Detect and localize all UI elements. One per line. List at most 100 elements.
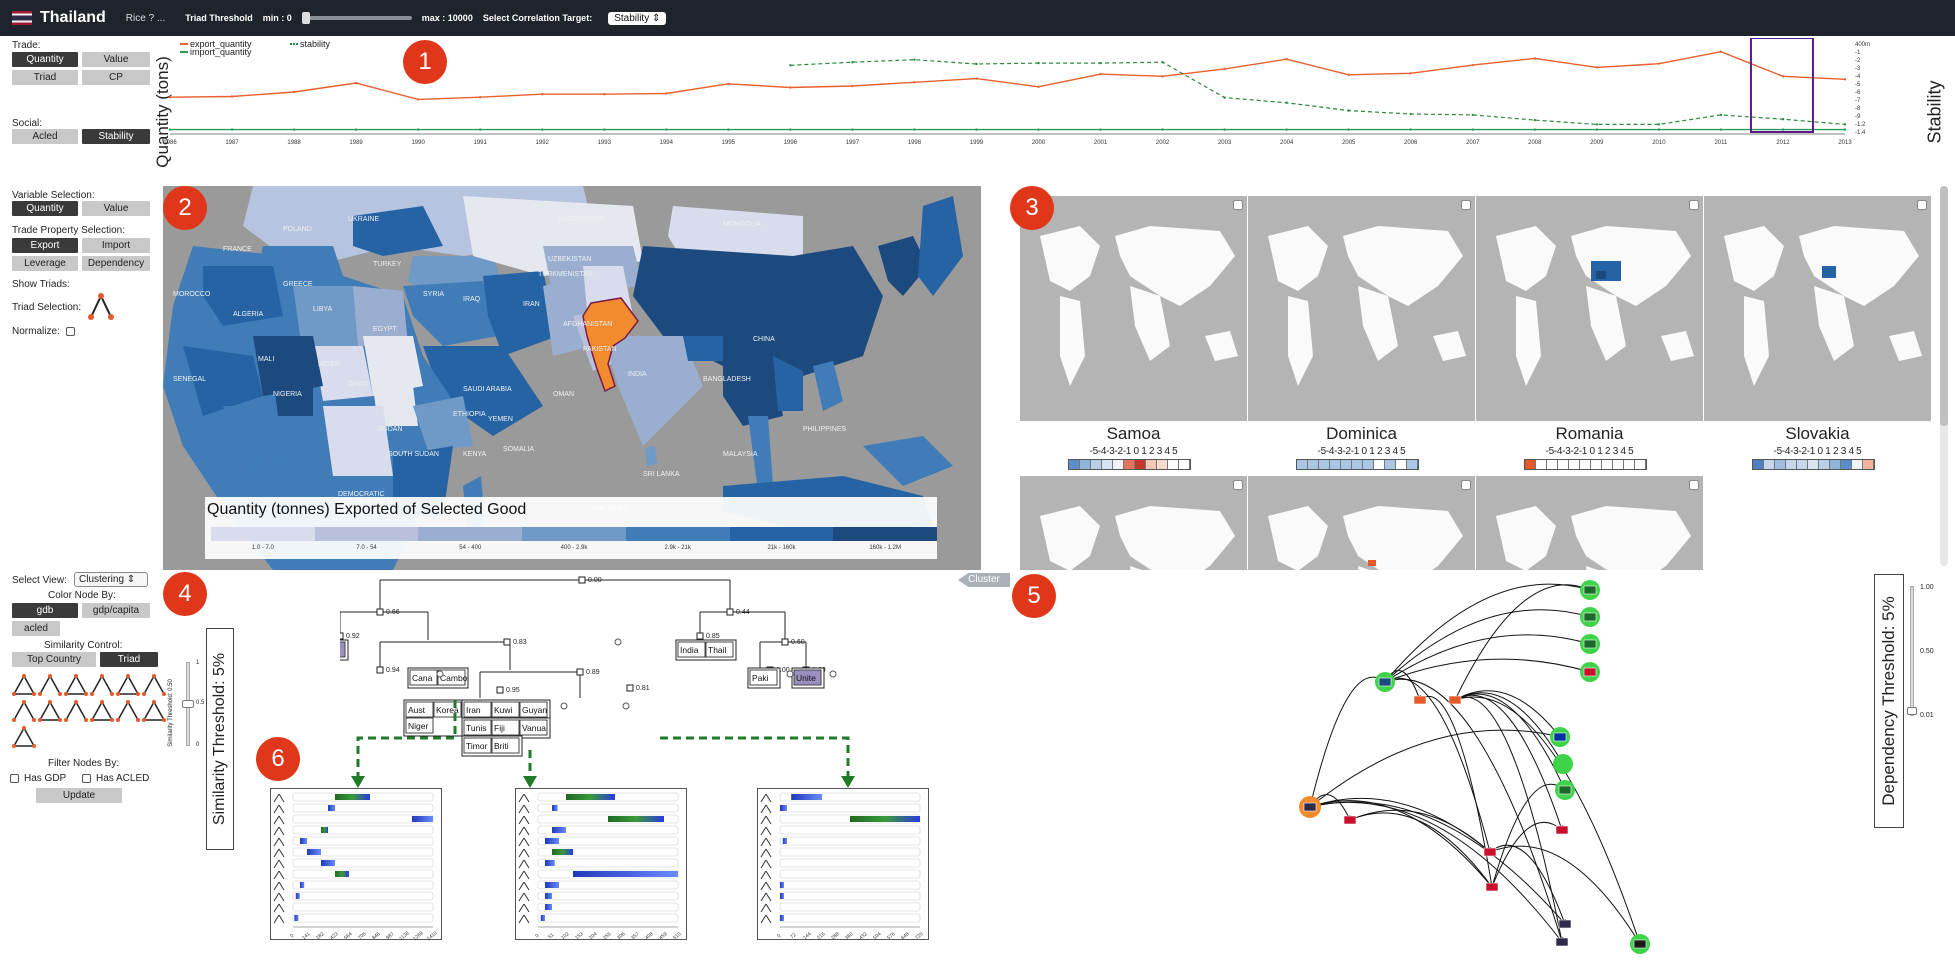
timeline-chart[interactable]: 10M9.0M8.0M7.0M6.0M5.0M4.0M3.0M2.0M1.0M0… <box>160 38 1915 178</box>
dendro-leaf-label: Cana <box>412 673 433 683</box>
update-button[interactable]: Update <box>36 788 122 803</box>
heatmap-tick-label: 204 <box>588 931 598 941</box>
data-point-import_quantity <box>354 128 358 131</box>
small-multiple-map[interactable] <box>1020 196 1247 421</box>
data-point-export_quantity <box>1533 57 1537 60</box>
triad-pattern-grid[interactable] <box>10 672 180 756</box>
small-multiple-checkbox[interactable] <box>1461 200 1471 210</box>
small-multiple-map[interactable] <box>1476 476 1703 570</box>
data-point-import_quantity <box>541 128 544 131</box>
slider-knob[interactable] <box>301 12 310 24</box>
country-flag-icon <box>1303 802 1317 812</box>
heatmap-svg: 0 141 282 423 564 705 846 987 1128 1269 1410 <box>273 792 439 942</box>
country-flag-icon <box>1558 785 1572 795</box>
small-multiples-scrollbar[interactable] <box>1940 186 1948 566</box>
import-button[interactable]: Import <box>82 238 150 253</box>
color-acled-button[interactable]: acled <box>12 621 60 636</box>
x-tick-label: 2001 <box>1094 140 1108 146</box>
triad-threshold-slider[interactable] <box>301 12 412 24</box>
trade-quantity-button[interactable]: Quantity <box>12 52 78 67</box>
triad-pattern-icon[interactable] <box>64 674 88 696</box>
dendro-leaf-cell <box>793 669 822 686</box>
small-multiple-checkbox[interactable] <box>1461 480 1471 490</box>
triad-node <box>90 692 94 696</box>
small-multiple-checkbox[interactable] <box>1233 200 1243 210</box>
dependency-button[interactable]: Dependency <box>82 256 150 271</box>
small-multiple-checkbox[interactable] <box>1233 480 1243 490</box>
dependency-edge <box>1349 809 1491 853</box>
dependency-graph[interactable] <box>1290 572 1660 962</box>
triad-pattern-icon[interactable] <box>116 674 140 696</box>
triad-pattern-icon[interactable] <box>12 700 36 722</box>
correlation-select[interactable]: Stability ⇕ <box>608 11 667 25</box>
dependency-threshold-slider[interactable]: 1.00 0.50 0.01 <box>1906 582 1946 722</box>
top-country-button[interactable]: Top Country <box>12 652 96 667</box>
small-multiple-map[interactable] <box>1020 476 1247 570</box>
small-multiple-checkbox[interactable] <box>1917 200 1927 210</box>
data-point-export_quantity <box>1347 73 1350 77</box>
heatmap-panel[interactable]: 0 51 102 153 204 255 306 357 408 459 510 <box>515 788 687 941</box>
small-multiple-map[interactable] <box>1476 196 1703 421</box>
heatmap-tick-label: 423 <box>329 931 339 941</box>
triad-pattern-icon[interactable] <box>142 674 166 696</box>
heatmap-panel[interactable]: 0 141 282 423 564 705 846 987 1128 1269 1410 <box>270 788 442 942</box>
has-acled-checkbox[interactable] <box>82 774 91 783</box>
triad-button[interactable]: Triad <box>100 652 158 667</box>
triad-node <box>32 744 36 748</box>
cluster-tab[interactable]: Cluster <box>958 573 1010 587</box>
trade-value-button[interactable]: Value <box>82 52 150 67</box>
row-triad-icon <box>760 848 772 858</box>
dendro-leaf-label: Guyan <box>522 705 547 715</box>
country-title[interactable]: Thailand <box>40 9 106 26</box>
export-button[interactable]: Export <box>12 238 78 253</box>
leverage-button[interactable]: Leverage <box>12 256 78 271</box>
social-stability-button[interactable]: Stability <box>82 129 150 144</box>
social-acled-button[interactable]: Acled <box>12 129 78 144</box>
small-multiple-map[interactable] <box>1704 196 1931 421</box>
color-gdb-button[interactable]: gdb <box>12 603 78 618</box>
triad-pattern-icon[interactable] <box>142 700 166 722</box>
heatmap-row-track <box>537 913 679 923</box>
dendro-value: 0.44 <box>736 609 750 616</box>
continents <box>1724 226 1922 386</box>
has-gdp-checkbox[interactable] <box>10 774 19 783</box>
similarity-threshold-slider[interactable]: 1 0.5 0 <box>180 660 204 750</box>
badge-4: 4 <box>163 572 207 616</box>
triad-pattern-icon[interactable] <box>38 674 62 696</box>
triad-pattern-icon[interactable] <box>38 700 62 722</box>
triad-pattern-icon[interactable] <box>90 674 114 696</box>
variable-value-button[interactable]: Value <box>82 201 150 216</box>
variable-quantity-button[interactable]: Quantity <box>12 201 78 216</box>
map-legend-bar <box>211 527 938 541</box>
triad-pattern-icon[interactable] <box>64 700 88 722</box>
small-multiple-checkbox[interactable] <box>1689 480 1699 490</box>
dendro-leaf-group: Cana Cambo <box>407 667 469 689</box>
small-multiple-map[interactable] <box>1248 196 1475 421</box>
trade-triad-button[interactable]: Triad <box>12 70 78 85</box>
triad-pattern-icon[interactable] <box>90 700 114 722</box>
dependency-edge <box>1384 609 1591 683</box>
scrollbar-thumb[interactable] <box>1940 186 1948 426</box>
heatmap-panel[interactable]: 0 72 144 216 288 360 432 504 576 648 720 <box>757 788 929 941</box>
triad-pattern-icon[interactable] <box>116 700 140 722</box>
heatmap-bar <box>608 816 664 822</box>
select-view-dropdown[interactable]: Clustering ⇕ <box>74 572 148 587</box>
small-multiple-cell: Romania -5-4-3-2-1 0 1 2 3 4 5 <box>1476 196 1703 470</box>
legend-tick-label: 400 - 2.9k <box>560 545 588 551</box>
heatmap-row-track <box>779 902 921 912</box>
triad-node <box>12 718 16 722</box>
scale-cell <box>1167 460 1179 469</box>
product-label[interactable]: Rice ? ... <box>125 12 166 24</box>
triad-pattern-icon[interactable] <box>12 674 36 696</box>
data-point-stability <box>1843 123 1847 126</box>
triad-edge <box>49 701 61 721</box>
triad-pattern-icon[interactable] <box>12 726 36 748</box>
triad-selector-icon[interactable] <box>86 292 116 322</box>
country-flag-icon <box>1558 919 1572 929</box>
trade-cp-button[interactable]: CP <box>82 70 150 85</box>
small-multiple-checkbox[interactable] <box>1689 200 1699 210</box>
small-multiple-map[interactable] <box>1248 476 1475 570</box>
color-gdp-capita-button[interactable]: gdp/capita <box>82 603 150 618</box>
data-point-import_quantity <box>1719 128 1723 131</box>
normalize-checkbox[interactable] <box>66 327 75 336</box>
